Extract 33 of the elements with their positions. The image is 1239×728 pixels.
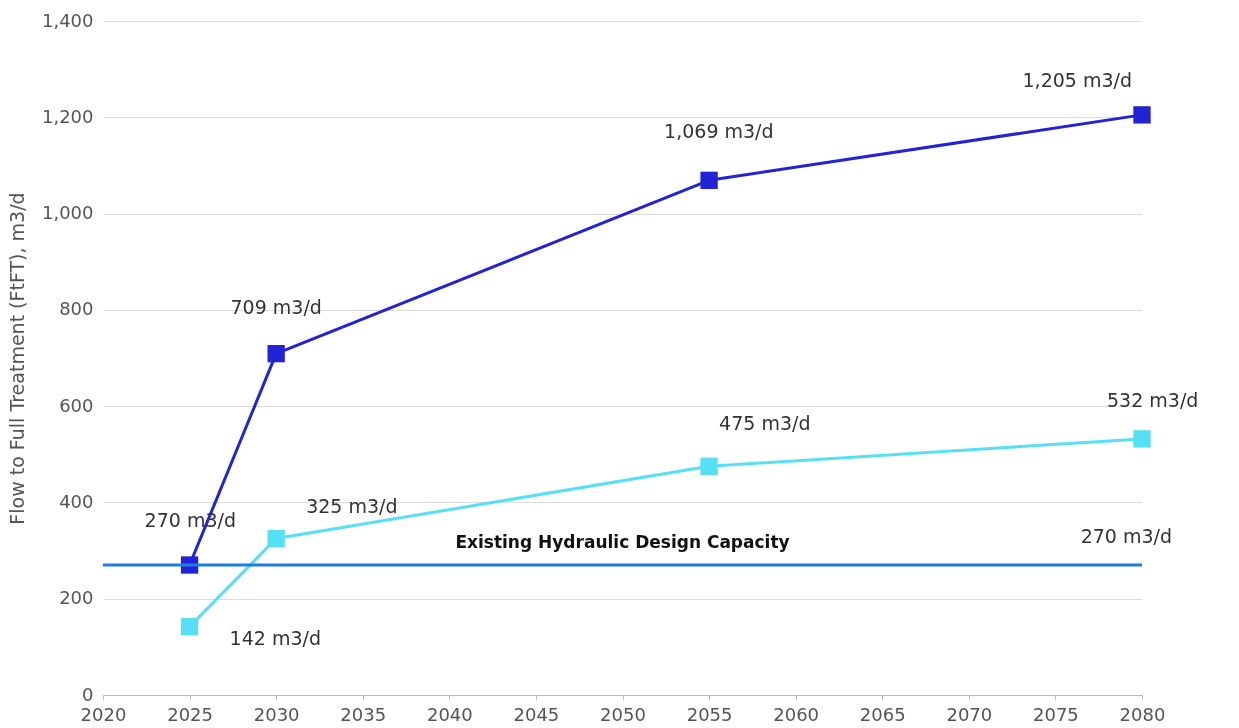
x-tick-label: 2045 (513, 703, 560, 725)
x-tick-label: 2035 (340, 703, 387, 725)
ref-line-label: Existing Hydraulic Design Capacity (455, 532, 790, 553)
x-tick-label: 2080 (1119, 703, 1166, 725)
data-label: 532 m3/d (1107, 388, 1199, 411)
x-tick-label: 2065 (859, 703, 906, 725)
x-tick-label: 2030 (253, 703, 300, 725)
y-tick-label: 1,000 (41, 202, 94, 224)
x-tick-label: 2075 (1033, 703, 1079, 725)
data-label: 325 m3/d (306, 494, 398, 517)
y-tick-label: 200 (59, 587, 94, 609)
annotation: 270 m3/d (1080, 525, 1172, 548)
y-tick-label: 1,200 (41, 105, 94, 127)
data-label: 475 m3/d (719, 412, 811, 435)
x-tick-label: 2025 (167, 703, 213, 725)
y-tick-label: 600 (59, 394, 94, 416)
point (1133, 106, 1151, 124)
y-tick-label: 0 (82, 683, 94, 705)
x-tick-label: 2070 (946, 703, 993, 725)
x-tick-label: 2060 (773, 703, 820, 725)
data-label: 1,205 m3/d (1022, 68, 1132, 91)
y-tick-label: 400 (59, 490, 94, 512)
x-tick-label: 2020 (80, 703, 127, 725)
y-tick-label: 800 (59, 298, 94, 320)
x-tick-label: 2055 (686, 703, 733, 725)
y-tick-label: 1,400 (41, 9, 94, 31)
data-label: 1,069 m3/d (664, 120, 774, 143)
data-label: 142 m3/d (229, 626, 321, 649)
point (1133, 430, 1151, 448)
data-label: 709 m3/d (230, 295, 322, 318)
x-tick-label: 2040 (426, 703, 473, 725)
x-tick-label: 2050 (600, 703, 646, 725)
y-axis-title: Flow to Full Treatment (FtFT), m3/d (5, 192, 28, 525)
